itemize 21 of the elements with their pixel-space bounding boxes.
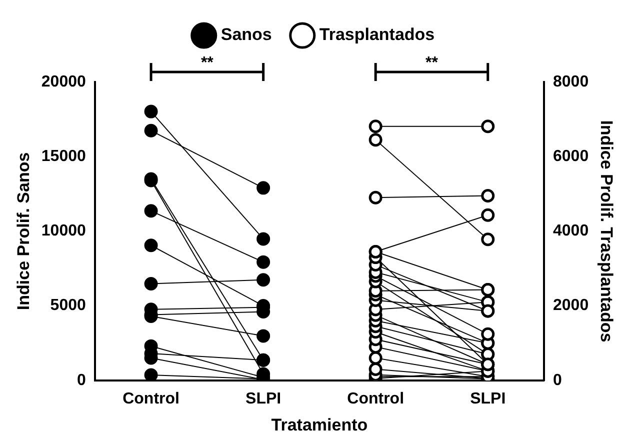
- y2-tick-label: 4000: [553, 222, 589, 240]
- y-tick-label: 0: [76, 372, 86, 389]
- text: **: [426, 54, 439, 72]
- y-tick-label: 15000: [41, 148, 86, 166]
- y-tick-label: 10000: [41, 222, 86, 240]
- y2-axis-title: Indice Prolif. Trasplantados: [597, 120, 616, 342]
- y2-tick-label: 8000: [553, 73, 589, 90]
- y-tick-label: 20000: [41, 73, 86, 90]
- x-axis-title: Tratamiento: [271, 415, 368, 434]
- legend-label: Sanos: [220, 25, 272, 44]
- x-tick-label: Control: [122, 390, 180, 408]
- legend-label: Trasplantados: [319, 25, 435, 44]
- x-tick-label: SLPI: [470, 390, 506, 408]
- y2-tick-label: 0: [553, 372, 562, 389]
- y2-tick-label: 6000: [553, 148, 589, 166]
- y-tick-label: 5000: [50, 297, 86, 314]
- x-tick-label: SLPI: [246, 390, 282, 408]
- text: **: [200, 54, 214, 72]
- y-axis-title: Indice Prolif. Sanos: [14, 152, 33, 310]
- y2-tick-label: 2000: [553, 297, 589, 314]
- x-tick-label: Control: [347, 390, 404, 408]
